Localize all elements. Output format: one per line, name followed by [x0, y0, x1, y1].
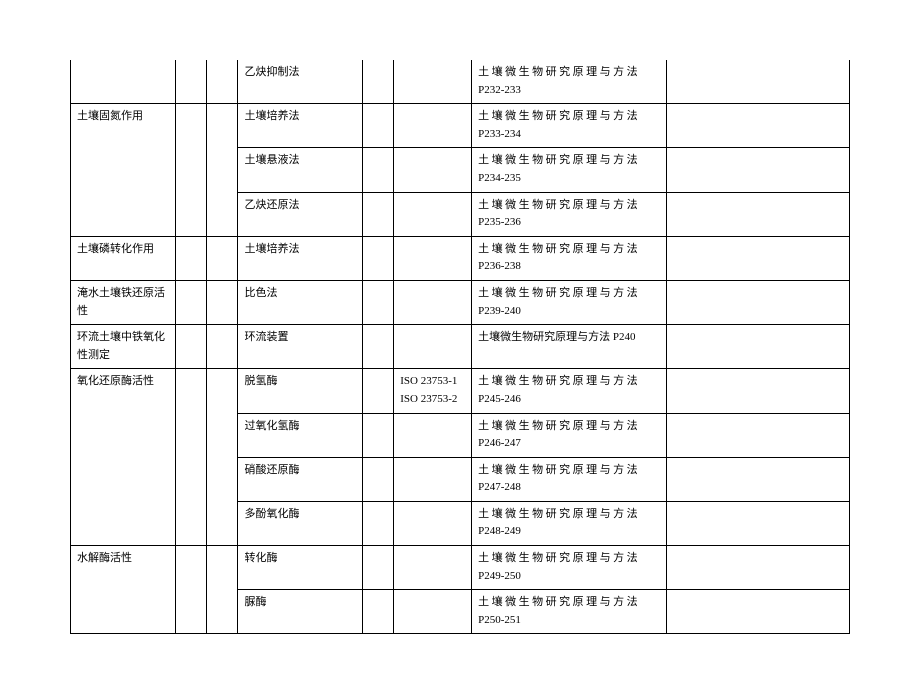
cell-standard — [394, 280, 472, 324]
cell-empty — [666, 457, 849, 501]
methods-table: 乙炔抑制法土壤微生物研究原理与方法 P232-233土壤固氮作用土壤培养法土壤微… — [70, 60, 850, 634]
cell-category: 土壤固氮作用 — [71, 104, 176, 237]
cell-reference: 土壤微生物研究原理与方法 P245-246 — [472, 369, 667, 413]
cell-empty — [363, 192, 394, 236]
cell-empty — [363, 501, 394, 545]
table-row: 水解酶活性转化酶土壤微生物研究原理与方法 P249-250 — [71, 546, 850, 590]
cell-reference: 土壤微生物研究原理与方法 P233-234 — [472, 104, 667, 148]
cell-method: 比色法 — [238, 280, 363, 324]
cell-category: 淹水土壤铁还原活性 — [71, 280, 176, 324]
cell-empty — [207, 60, 238, 104]
cell-empty — [176, 236, 207, 280]
table-row: 氧化还原酶活性脱氢酶ISO 23753-1 ISO 23753-2土壤微生物研究… — [71, 369, 850, 413]
cell-reference: 土壤微生物研究原理与方法 P247-248 — [472, 457, 667, 501]
cell-empty — [363, 325, 394, 369]
cell-reference: 土壤微生物研究原理与方法 P248-249 — [472, 501, 667, 545]
cell-empty — [176, 546, 207, 634]
cell-empty — [666, 280, 849, 324]
cell-empty — [176, 60, 207, 104]
table-row: 土壤磷转化作用 土壤培养法 土壤微生物研究原理与方法 P236-238 — [71, 236, 850, 280]
cell-method: 环流装置 — [238, 325, 363, 369]
cell-standard — [394, 325, 472, 369]
cell-reference: 土壤微生物研究原理与方法 P239-240 — [472, 280, 667, 324]
cell-empty — [666, 148, 849, 192]
cell-standard — [394, 104, 472, 148]
cell-method: 乙炔抑制法 — [238, 60, 363, 104]
cell-reference: 土壤微生物研究原理与方法 P235-236 — [472, 192, 667, 236]
cell-empty — [363, 413, 394, 457]
cell-method: 脲酶 — [238, 590, 363, 634]
cell-empty — [666, 60, 849, 104]
cell-empty — [207, 280, 238, 324]
cell-reference: 土壤微生物研究原理与方法 P246-247 — [472, 413, 667, 457]
cell-category: 氧化还原酶活性 — [71, 369, 176, 546]
cell-reference: 土壤微生物研究原理与方法 P234-235 — [472, 148, 667, 192]
cell-category: 土壤磷转化作用 — [71, 236, 176, 280]
cell-empty — [363, 546, 394, 590]
cell-empty — [666, 501, 849, 545]
table-row: 乙炔抑制法 土壤微生物研究原理与方法 P232-233 — [71, 60, 850, 104]
cell-empty — [207, 104, 238, 237]
cell-empty — [363, 280, 394, 324]
cell-standard — [394, 546, 472, 590]
cell-standard — [394, 457, 472, 501]
cell-empty — [363, 369, 394, 413]
cell-empty — [363, 590, 394, 634]
cell-category: 水解酶活性 — [71, 546, 176, 634]
cell-standard — [394, 590, 472, 634]
cell-empty — [176, 369, 207, 546]
cell-empty — [207, 325, 238, 369]
cell-method: 土壤培养法 — [238, 104, 363, 148]
cell-method: 乙炔还原法 — [238, 192, 363, 236]
cell-empty — [666, 325, 849, 369]
cell-empty — [207, 236, 238, 280]
cell-method: 过氧化氢酶 — [238, 413, 363, 457]
cell-empty — [363, 148, 394, 192]
cell-empty — [176, 280, 207, 324]
cell-reference: 土壤微生物研究原理与方法 P250-251 — [472, 590, 667, 634]
cell-empty — [666, 104, 849, 148]
cell-standard — [394, 192, 472, 236]
cell-method: 硝酸还原酶 — [238, 457, 363, 501]
cell-empty — [666, 590, 849, 634]
table-row: 环流土壤中铁氧化性测定 环流装置 土壤微生物研究原理与方法 P240 — [71, 325, 850, 369]
cell-standard — [394, 236, 472, 280]
cell-method: 转化酶 — [238, 546, 363, 590]
cell-method: 土壤培养法 — [238, 236, 363, 280]
cell-reference: 土壤微生物研究原理与方法 P249-250 — [472, 546, 667, 590]
cell-empty — [666, 413, 849, 457]
table-row: 淹水土壤铁还原活性 比色法 土壤微生物研究原理与方法 P239-240 — [71, 280, 850, 324]
cell-empty — [363, 457, 394, 501]
cell-category: 环流土壤中铁氧化性测定 — [71, 325, 176, 369]
cell-empty — [363, 236, 394, 280]
cell-empty — [363, 104, 394, 148]
cell-method: 脱氢酶 — [238, 369, 363, 413]
cell-empty — [207, 546, 238, 634]
cell-standard: ISO 23753-1 ISO 23753-2 — [394, 369, 472, 413]
cell-method: 土壤悬液法 — [238, 148, 363, 192]
cell-method: 多酚氧化酶 — [238, 501, 363, 545]
cell-standard — [394, 413, 472, 457]
cell-empty — [176, 325, 207, 369]
cell-empty — [666, 236, 849, 280]
cell-reference: 土壤微生物研究原理与方法 P236-238 — [472, 236, 667, 280]
cell-category — [71, 60, 176, 104]
cell-reference: 土壤微生物研究原理与方法 P232-233 — [472, 60, 667, 104]
cell-empty — [666, 192, 849, 236]
table-row: 土壤固氮作用土壤培养法土壤微生物研究原理与方法 P233-234 — [71, 104, 850, 148]
cell-empty — [363, 60, 394, 104]
cell-standard — [394, 501, 472, 545]
cell-empty — [666, 369, 849, 413]
cell-standard — [394, 60, 472, 104]
cell-empty — [207, 369, 238, 546]
cell-empty — [666, 546, 849, 590]
cell-empty — [176, 104, 207, 237]
cell-standard — [394, 148, 472, 192]
cell-reference: 土壤微生物研究原理与方法 P240 — [472, 325, 667, 369]
